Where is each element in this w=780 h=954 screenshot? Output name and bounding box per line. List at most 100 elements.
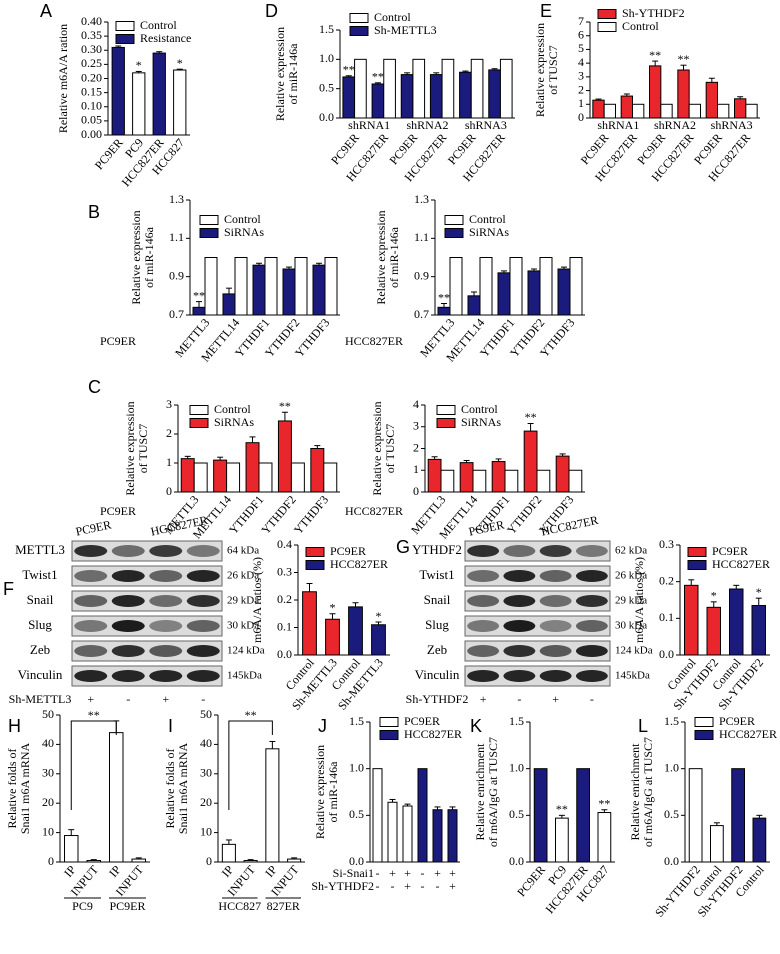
bar — [412, 58, 426, 119]
sign: + — [449, 879, 456, 893]
legend-swatch — [597, 22, 617, 32]
y-axis-label: of m6A/IgG at TUSC7 — [486, 737, 500, 847]
blot-band — [503, 670, 536, 682]
sample-label: PC9ER — [100, 334, 136, 348]
protein-size: 26 kDa — [615, 570, 647, 582]
y-tick-label: 40 — [200, 736, 212, 750]
y-axis-label: of miR-146a — [286, 43, 300, 105]
bar — [555, 817, 569, 863]
group-label: 827ER — [267, 899, 300, 913]
x-tick-label: PC9ER — [92, 136, 126, 173]
sign: - — [436, 879, 440, 893]
blot-band — [74, 595, 108, 607]
protein-label: Slug — [28, 617, 52, 632]
legend-label: Control — [461, 402, 498, 416]
bar — [731, 768, 745, 863]
legend-swatch — [115, 34, 135, 44]
protein-label: Slug — [425, 617, 449, 632]
protein-size: 124 kDa — [615, 645, 653, 657]
y-tick-label: 20 — [42, 795, 54, 809]
legend-label: Resistance — [140, 31, 191, 45]
y-axis-label: of TUSC7 — [383, 424, 397, 473]
legend-swatch — [379, 730, 399, 740]
bar — [509, 257, 523, 316]
y-tick-label: 3 — [413, 419, 419, 433]
y-tick-label: 0.1 — [277, 619, 292, 633]
bar — [557, 268, 571, 316]
y-tick-label: 4 — [413, 397, 419, 411]
bar — [717, 103, 730, 119]
sign: + — [480, 692, 487, 706]
protein-size: 145kDa — [227, 670, 262, 682]
legend-label: PC9ER — [719, 714, 755, 728]
group-label: HCC827 — [218, 899, 261, 913]
treatment-label: Sh-METTL3 — [9, 692, 72, 706]
blot-band — [111, 645, 145, 657]
legend-swatch — [305, 560, 325, 570]
panel-letter: E — [540, 1, 552, 21]
legend-label: HCC827ER — [712, 557, 770, 571]
blot-band — [74, 645, 108, 657]
y-tick-label: 0.0 — [509, 854, 524, 868]
blot-band — [149, 570, 183, 582]
y-tick-label: 0.5 — [319, 80, 334, 94]
blot-band — [575, 620, 608, 632]
bracket — [70, 720, 117, 810]
blot-band — [111, 545, 145, 557]
legend-label: HCC827ER — [404, 727, 462, 741]
bar — [688, 103, 702, 119]
protein-label: METTL3 — [15, 542, 65, 557]
y-axis-label: of miR-146a — [142, 226, 156, 288]
legend-swatch — [687, 560, 707, 570]
protein-size: 124 kDa — [227, 645, 265, 657]
legend-label: HCC827ER — [330, 557, 388, 571]
protein-label: Vinculin — [415, 667, 460, 682]
y-tick-label: 1.5 — [349, 714, 364, 728]
blot-band — [111, 595, 145, 607]
y-tick-label: 0.1 — [659, 610, 674, 624]
legend-swatch — [444, 228, 464, 238]
protein-size: 29 kDa — [615, 595, 647, 607]
treatment-label: Sh-YTHDF2 — [406, 692, 469, 706]
y-tick-label: 1.3 — [414, 192, 429, 206]
y-tick-label: 0.5 — [664, 807, 679, 821]
bar — [479, 257, 493, 316]
bar — [745, 103, 758, 119]
legend-label: HCC827ER — [719, 727, 777, 741]
bar — [620, 95, 634, 119]
sign: - — [421, 866, 425, 880]
legend-swatch — [305, 547, 325, 557]
bar — [265, 748, 280, 863]
bar — [383, 58, 396, 119]
y-tick-label: 40 — [42, 736, 54, 750]
blot-strip — [464, 590, 611, 612]
protein-size: 30 kDa — [227, 620, 259, 632]
y-tick-label: 0.3 — [659, 537, 674, 551]
bar — [180, 458, 195, 493]
y-tick-label: 0.5 — [349, 807, 364, 821]
bar — [576, 768, 590, 863]
y-tick-label: 1.5 — [319, 22, 334, 36]
y-tick-label: 4 — [578, 55, 584, 69]
legend-label: SiRNAs — [461, 415, 501, 429]
sample-label: PC9ER — [100, 504, 136, 518]
bar — [342, 76, 356, 119]
bar — [111, 46, 125, 136]
lane-label: PC9ER — [467, 517, 505, 538]
blot-band — [111, 670, 145, 682]
group-label: shRNA2 — [654, 118, 696, 132]
y-tick-label: 0.15 — [81, 84, 102, 98]
bar — [109, 732, 124, 863]
significance: ** — [343, 63, 355, 77]
blot-band — [149, 645, 183, 657]
y-tick-label: 1 — [166, 455, 172, 469]
y-tick-label: 1.5 — [509, 714, 524, 728]
y-tick-label: 3 — [166, 397, 172, 411]
y-tick-label: 10 — [200, 824, 212, 838]
group-label: PC9 — [72, 899, 93, 913]
bar — [371, 624, 386, 656]
protein-label: Snail — [424, 592, 451, 607]
y-tick-label: 0.0 — [664, 854, 679, 868]
bar — [252, 264, 266, 316]
bar — [677, 69, 690, 119]
